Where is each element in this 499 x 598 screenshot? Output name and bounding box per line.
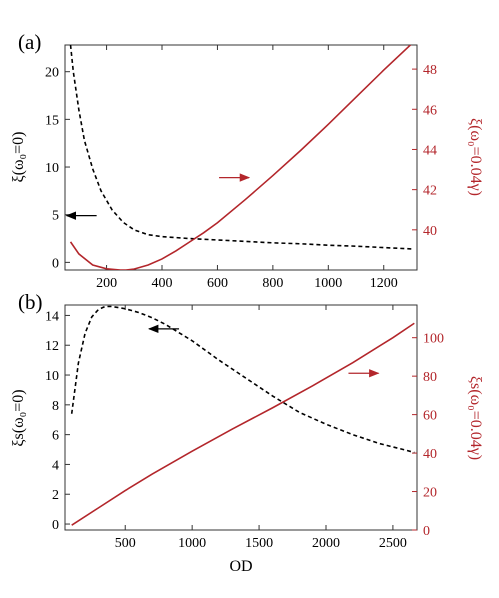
panel-b-label: (b): [18, 290, 43, 314]
y-left-tick-label: 0: [52, 518, 59, 533]
y-right-tick-label: 46: [423, 103, 437, 118]
x-tick-label: 800: [262, 276, 283, 291]
y-left-tick-label: 0: [52, 256, 59, 271]
y-right-tick-label: 44: [423, 143, 437, 158]
y-right-tick-label: 60: [423, 409, 437, 424]
panel-a: (a) 200 400 600 800 1000 1200 0 5 10 15 20 40 42 44 46…: [10, 30, 484, 291]
x-tick-label: 600: [207, 276, 228, 291]
y-left-tick-label: 20: [45, 66, 59, 81]
y-left-tick-label: 4: [52, 458, 59, 473]
x-tick-label: 1000: [314, 276, 342, 291]
y-left-tick-label: 5: [52, 209, 59, 224]
panel-a-right-axis-label: ξ(ω₀=0.04γ): [467, 118, 484, 196]
y-left-tick-label: 12: [45, 339, 59, 354]
panel-a-frame: [64, 44, 418, 271]
dashed-series-line: [70, 305, 415, 454]
x-tick-label: 1000: [178, 536, 206, 551]
solid-series-line: [69, 45, 412, 270]
x-tick-label: 400: [152, 276, 173, 291]
y-left-tick-label: 14: [45, 309, 59, 324]
y-left-tick-label: 6: [52, 429, 59, 444]
x-tick-label: 2500: [379, 536, 407, 551]
y-left-tick-label: 15: [45, 113, 59, 128]
x-tick-label: 2000: [312, 536, 340, 551]
panel-b-left-axis-label: ξs(ω₀=0): [10, 389, 27, 446]
y-left-tick-label: 8: [52, 399, 59, 414]
panel-b-plot: 500 1000 1500 2000 2500 0 2 4 6 8 10 12 14 0 20 40 60 80 1…: [45, 305, 444, 551]
y-right-tick-label: 20: [423, 486, 437, 501]
y-right-tick-label: 40: [423, 447, 437, 462]
panel-b-frame: [64, 304, 418, 531]
y-right-tick-label: 100: [423, 332, 444, 347]
x-tick-label: 500: [115, 536, 136, 551]
panel-a-left-axis-label: ξ(ω₀=0): [10, 132, 27, 183]
x-tick-label: 200: [96, 276, 117, 291]
x-tick-label: 1200: [370, 276, 398, 291]
y-right-tick-label: 48: [423, 63, 437, 78]
y-right-tick-label: 0: [423, 524, 430, 539]
y-left-tick-label: 10: [45, 161, 59, 176]
y-left-tick-label: 2: [52, 488, 59, 503]
solid-series-line: [71, 322, 415, 526]
x-tick-label: 1500: [245, 536, 273, 551]
x-axis-label: OD: [229, 558, 252, 575]
panel-a-label: (a): [18, 30, 41, 54]
y-left-tick-label: 10: [45, 369, 59, 384]
panel-b: (b) 500 1000 1500 2000 2500 0 2 4 6 8 10 12 14 0 20 40 6…: [10, 290, 484, 575]
dashed-series-line: [69, 45, 415, 250]
y-right-tick-label: 42: [423, 184, 437, 199]
panel-b-right-axis-label: ξs(ω₀=0.04γ): [467, 376, 484, 460]
y-right-tick-label: 40: [423, 224, 437, 239]
y-right-tick-label: 80: [423, 370, 437, 385]
panel-a-plot: 200 400 600 800 1000 1200 0 5 10 15 20 40 42 44 46 48: [45, 45, 437, 291]
